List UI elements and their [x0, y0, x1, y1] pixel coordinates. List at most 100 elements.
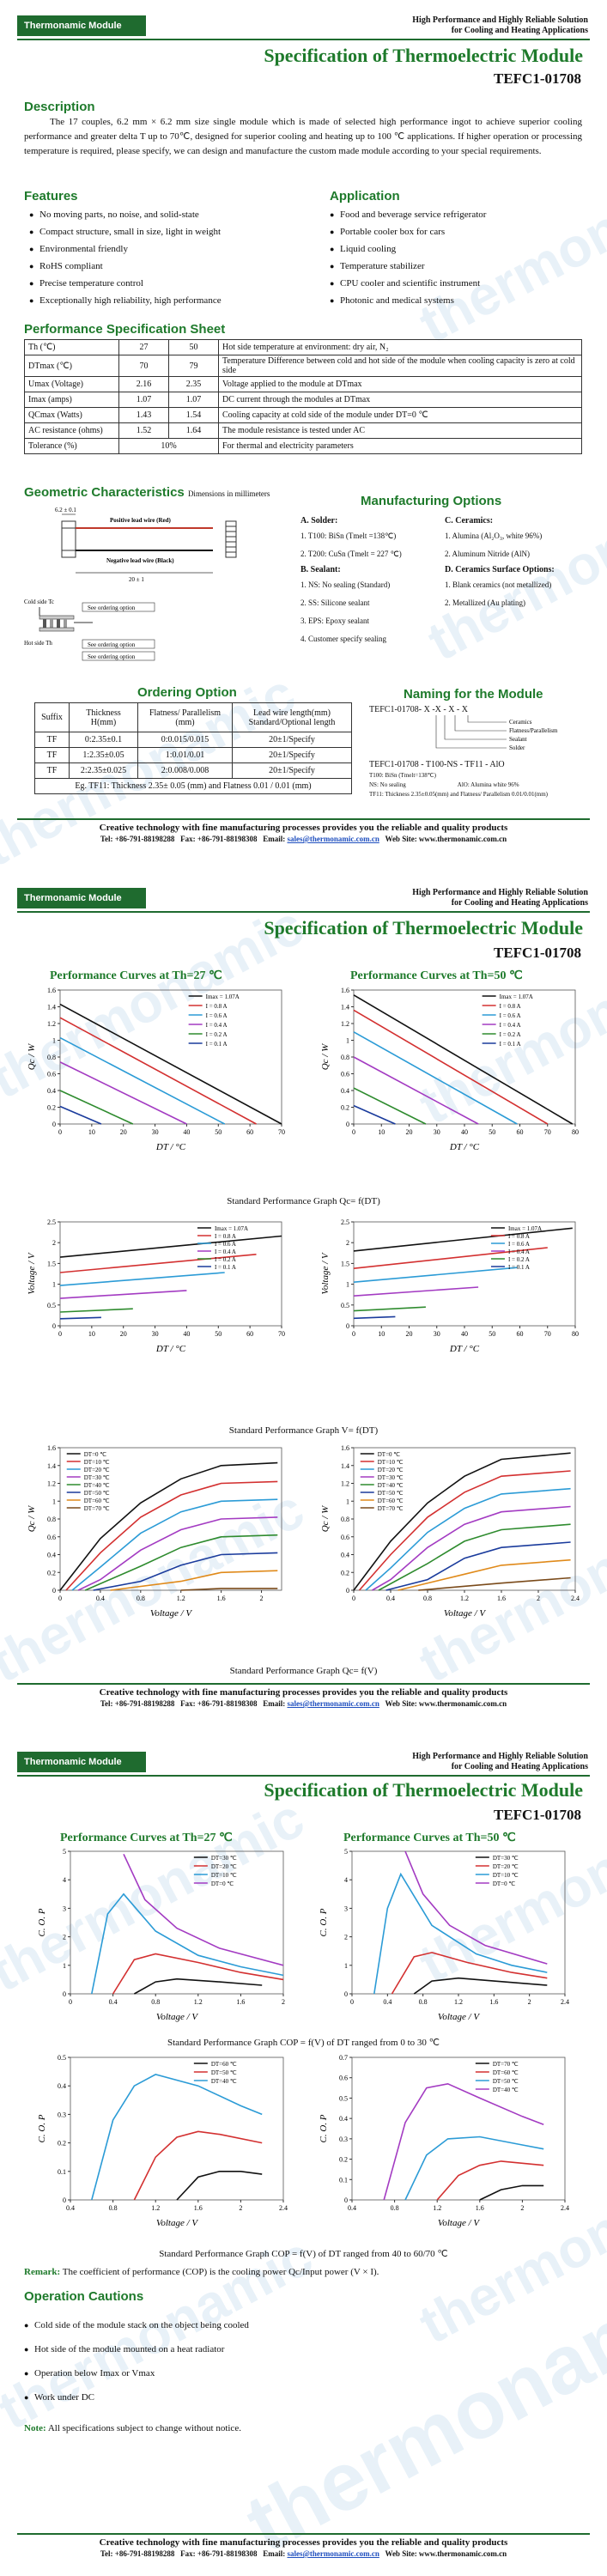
legend-label: DT=50 ℃	[378, 1490, 404, 1497]
y-tick-label: 1.4	[341, 1004, 349, 1012]
x-tick-label: 2	[260, 1595, 264, 1602]
series-line	[91, 2074, 263, 2201]
x-tick-label: 30	[152, 1330, 159, 1338]
y-tick-label: 0.2	[341, 1104, 349, 1112]
page-1: thermonamic thermonamic thermonamic Ther…	[0, 0, 607, 867]
x-tick-label: 20	[406, 1128, 413, 1136]
y-tick-label: 1	[346, 1037, 349, 1045]
table-row: DTmax (℃) 70 79 Temperature Difference b…	[24, 355, 582, 377]
dim-top-label: 6.2 ± 0.1	[55, 507, 76, 513]
x-tick-label: 1.2	[433, 2204, 441, 2212]
email-link[interactable]: sales@thermonamic.com.cn	[287, 835, 379, 843]
series-line	[65, 1480, 278, 1591]
table-row: Eg. TF11: Thickness 2.35± 0.05 (mm) and …	[34, 778, 352, 794]
legend-label: DT=40 ℃	[378, 1482, 404, 1489]
legend-label: I = 0.8 A	[508, 1233, 530, 1240]
series-line	[358, 1470, 571, 1591]
y-tick-label: 0.6	[47, 1071, 56, 1078]
dim-wire-label: 20 ± 1	[129, 576, 144, 583]
model-number: TEFC1-01708	[494, 1807, 581, 1823]
series-line	[353, 1087, 427, 1125]
header-tagline: High Performance and Highly Reliable Sol…	[412, 15, 588, 35]
legend-label: DT=10 ℃	[211, 1872, 237, 1879]
x-tick-label: 0	[58, 1128, 62, 1136]
y-tick-label: 1	[52, 1498, 56, 1505]
x-tick-label: 10	[378, 1128, 385, 1136]
x-tick-label: 20	[120, 1128, 127, 1136]
y-tick-label: 0.2	[341, 1569, 349, 1577]
y-tick-label: 0	[63, 1990, 66, 1998]
see-ordering-label: See ordering option	[88, 641, 136, 648]
legend-label: DT=0 ℃	[211, 1880, 234, 1887]
features-heading: Features	[24, 189, 78, 204]
list-item: Hot side of the module mounted on a heat…	[24, 2337, 367, 2361]
header-rule	[17, 911, 590, 913]
legend-label: I = 0.6 A	[215, 1241, 236, 1248]
x-tick-label: 0.8	[423, 1595, 432, 1602]
legend-label: I = 0.2 A	[508, 1256, 530, 1263]
x-tick-label: 30	[152, 1128, 159, 1136]
x-tick-label: 50	[215, 1330, 222, 1338]
x-tick-label: 2.4	[571, 1595, 580, 1602]
legend-label: I = 0.2 A	[500, 1031, 521, 1038]
table-row: QCmax (Watts) 1.43 1.54 Cooling capacity…	[24, 407, 582, 423]
cautions-heading: Operation Cautions	[24, 2289, 144, 2304]
page-title: Specification of Thermoelectric Module	[264, 917, 583, 939]
series-line	[353, 994, 574, 1125]
x-tick-label: 2	[528, 1998, 531, 2006]
x-tick-label: 2	[282, 1998, 285, 2006]
note: Note: All specifications subject to chan…	[24, 2423, 241, 2433]
series-line	[353, 1056, 479, 1125]
email-link[interactable]: sales@thermonamic.com.cn	[287, 1699, 379, 1708]
plot-frame	[351, 2057, 566, 2201]
chart-title-left: Performance Curves at Th=27 ℃	[50, 969, 222, 982]
table-row: Th (℃) 27 50 Hot side temperature at env…	[24, 339, 582, 355]
x-tick-label: 0.4	[348, 2204, 356, 2212]
legend-label: DT=50 ℃	[84, 1490, 110, 1497]
x-axis-label: Voltage / V	[444, 1608, 487, 1619]
x-tick-label: 40	[183, 1128, 190, 1136]
y-tick-label: 0	[346, 1322, 349, 1330]
x-tick-label: 40	[461, 1128, 468, 1136]
x-tick-label: 0	[58, 1330, 62, 1338]
page-3: thermonamic thermonamic thermonamic ther…	[0, 1735, 607, 2576]
legend-label: DT=70 ℃	[493, 2061, 519, 2068]
y-tick-label: 2	[52, 1239, 56, 1247]
x-tick-label: 10	[88, 1330, 95, 1338]
x-tick-label: 0	[58, 1595, 62, 1602]
description-heading: Description	[24, 100, 95, 114]
page-header: Thermonamic Module High Performance and …	[0, 888, 607, 913]
series-line	[176, 2171, 263, 2201]
x-tick-label: 1.2	[454, 1998, 463, 2006]
y-tick-label: 2.5	[47, 1218, 56, 1226]
y-tick-label: 0	[346, 1121, 349, 1128]
header-rule	[17, 1775, 590, 1777]
application-heading: Application	[330, 189, 400, 204]
y-tick-label: 1	[52, 1037, 56, 1045]
y-axis-label: Voltage / V	[320, 1252, 331, 1295]
series-line	[353, 1009, 549, 1125]
series-line	[93, 1552, 278, 1591]
legend-label: DT=0 ℃	[493, 1880, 516, 1887]
x-tick-label: 1.2	[151, 2204, 160, 2212]
legend-label: DT=70 ℃	[378, 1505, 404, 1512]
x-tick-label: 20	[120, 1330, 127, 1338]
y-tick-label: 0	[52, 1587, 56, 1595]
see-ordering-label: See ordering option	[88, 605, 136, 611]
series-line	[353, 1227, 573, 1252]
list-item: RoHS compliant	[29, 258, 304, 275]
chart-title-right: Performance Curves at Th=50 ℃	[350, 969, 523, 982]
legend-label: I = 0.6 A	[206, 1012, 228, 1019]
x-tick-label: 1.6	[236, 1998, 245, 2006]
series-line	[404, 1850, 548, 1965]
x-tick-label: 0	[352, 1128, 355, 1136]
y-tick-label: 1.5	[341, 1260, 349, 1267]
y-tick-label: 5	[63, 1848, 66, 1856]
x-tick-label: 30	[434, 1330, 440, 1338]
x-tick-label: 0.8	[137, 1595, 145, 1602]
features-list: No moving parts, no noise, and solid-sta…	[29, 206, 304, 309]
email-link[interactable]: sales@thermonamic.com.cn	[287, 2549, 379, 2558]
y-tick-label: 1.2	[341, 1020, 349, 1028]
y-tick-label: 1	[52, 1281, 56, 1289]
series-line	[418, 1577, 571, 1591]
